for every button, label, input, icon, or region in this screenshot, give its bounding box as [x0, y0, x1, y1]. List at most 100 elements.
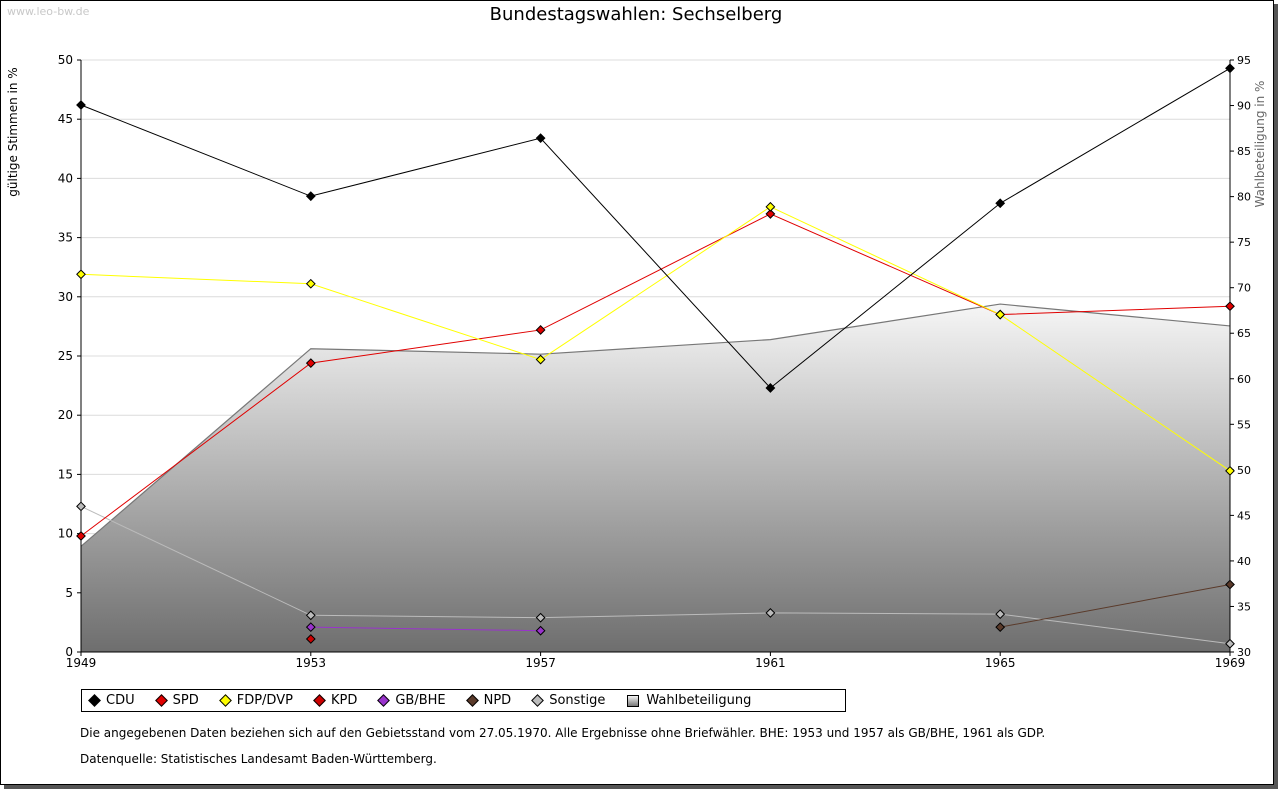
y2-tick-label: 60	[1237, 373, 1251, 386]
data-point-spd	[765, 209, 776, 219]
data-point-spd	[305, 358, 316, 369]
data-point-gb-bhe	[305, 622, 316, 633]
legend-item-fdp-dvp: FDP/DVP	[218, 693, 293, 708]
y-axis-label: gültige Stimmen in %	[6, 67, 20, 196]
series-line-cdu	[80, 67, 1231, 389]
data-point-sonstige	[305, 610, 316, 621]
x-tick-label: 1953	[296, 656, 327, 670]
y-tick-label: 15	[58, 467, 73, 481]
legend-label-fdp-dvp: FDP/DVP	[236, 693, 293, 708]
series-line-npd	[1000, 584, 1231, 628]
data-point-cdu	[76, 100, 86, 110]
y2-tick-label: 70	[1237, 282, 1251, 295]
series-line-spd	[80, 213, 1231, 537]
x-tick-label: 1969	[1215, 656, 1246, 670]
axes: 0 5 10 15 20 25 30 35 40 45 50 30 35 40 45 50 55 60 65 70 75…	[58, 53, 1251, 670]
y-tick-label: 50	[58, 53, 73, 67]
data-point-fdp-dvp	[1225, 465, 1235, 476]
legend-marker-wahlbeteiligung	[627, 694, 640, 707]
legend-marker-fdp-dvp	[218, 694, 232, 707]
y-tick-label: 40	[58, 171, 73, 185]
series-line-gb-bhe	[310, 626, 541, 632]
series-line-sonstige	[80, 505, 1231, 645]
data-point-npd	[995, 622, 1006, 633]
legend-marker-gb-bhe	[377, 694, 391, 707]
y2-tick-label: 90	[1237, 100, 1251, 113]
data-point-sonstige	[995, 609, 1006, 620]
data-point-cdu	[535, 133, 546, 144]
x-tick-label: 1957	[525, 656, 556, 670]
data-point-cdu	[305, 191, 316, 202]
data-point-npd	[1225, 579, 1235, 590]
data-point-spd	[76, 531, 86, 541]
data-point-cdu	[1225, 63, 1235, 74]
x-tick-label: 1961	[755, 656, 786, 670]
y-tick-label: 10	[58, 527, 73, 541]
legend-item-sonstige: Sonstige	[531, 693, 606, 708]
chart-title: Bundestagswahlen: Sechselberg	[490, 4, 783, 25]
y2-tick-label: 30	[1237, 646, 1251, 659]
legend-item-kpd: KPD	[313, 693, 358, 708]
legend-marker-npd	[465, 694, 479, 707]
legend-label-sonstige: Sonstige	[549, 693, 606, 708]
legend-marker-sonstige	[531, 694, 545, 707]
x-tick-label: 1949	[66, 656, 97, 670]
legend-label-wahlbeteiligung: Wahlbeteiligung	[646, 693, 752, 708]
data-point-gb-bhe	[535, 625, 546, 636]
series-markers	[76, 63, 1235, 649]
legend-item-gb-bhe: GB/BHE	[377, 693, 446, 708]
data-point-cdu	[765, 383, 776, 393]
legend: CDU SPD FDP/DVP KPD GB/BHE NPD Sonstige Wahlbet…	[81, 689, 846, 712]
data-point-fdp-dvp	[305, 278, 316, 289]
legend-label-cdu: CDU	[106, 693, 135, 708]
legend-label-kpd: KPD	[330, 693, 358, 708]
y2-tick-label: 85	[1237, 145, 1251, 158]
data-point-sonstige	[765, 608, 776, 618]
y2-tick-label: 50	[1237, 464, 1251, 477]
y-tick-label: 30	[58, 290, 73, 304]
y2-tick-label: 95	[1237, 54, 1251, 67]
legend-marker-kpd	[313, 694, 326, 707]
legend-item-spd: SPD	[154, 693, 199, 708]
data-point-fdp-dvp	[76, 269, 86, 280]
data-point-sonstige	[1225, 638, 1235, 649]
legend-label-gb-bhe: GB/BHE	[395, 693, 446, 708]
y-tick-label: 45	[58, 112, 73, 126]
data-point-spd	[535, 325, 546, 335]
watermark: www.leo-bw.de	[7, 5, 90, 18]
data-source: Datenquelle: Statistisches Landesamt Bad…	[80, 752, 437, 766]
y2-tick-label: 40	[1237, 555, 1251, 568]
y-tick-label: 0	[65, 645, 73, 659]
turnout-area-fill	[81, 304, 1230, 652]
turnout-area	[80, 303, 1231, 652]
y-tick-label: 35	[58, 231, 73, 245]
y2-tick-label: 80	[1237, 191, 1251, 204]
data-point-kpd	[305, 634, 316, 644]
data-point-cdu	[995, 198, 1006, 209]
y2-tick-label: 45	[1237, 509, 1251, 522]
x-tick-label: 1965	[985, 656, 1016, 670]
footnote: Die angegebenen Daten beziehen sich auf …	[80, 726, 1046, 740]
y2-tick-label: 35	[1237, 600, 1251, 613]
y-tick-label: 20	[58, 408, 73, 422]
data-point-spd	[1225, 301, 1235, 312]
y2-axis-label: Wahlbeteiligung in %	[1253, 81, 1267, 208]
turnout-line	[80, 303, 1231, 547]
data-point-fdp-dvp	[765, 201, 776, 212]
data-point-sonstige	[76, 501, 86, 512]
legend-item-npd: NPD	[465, 693, 512, 708]
y2-tick-label: 55	[1237, 418, 1251, 431]
y2-tick-label: 75	[1237, 236, 1251, 249]
legend-item-cdu: CDU	[88, 693, 135, 708]
legend-marker-cdu	[88, 694, 101, 707]
y-tick-label: 25	[58, 349, 73, 363]
legend-marker-spd	[154, 694, 168, 707]
legend-label-npd: NPD	[483, 693, 512, 708]
data-point-fdp-dvp	[995, 309, 1006, 320]
data-point-sonstige	[535, 612, 546, 623]
y-tick-label: 5	[65, 586, 73, 600]
data-point-fdp-dvp	[535, 354, 546, 365]
series-line-fdp-dvp	[80, 206, 1231, 472]
legend-item-wahlbeteiligung: Wahlbeteiligung	[627, 693, 751, 708]
